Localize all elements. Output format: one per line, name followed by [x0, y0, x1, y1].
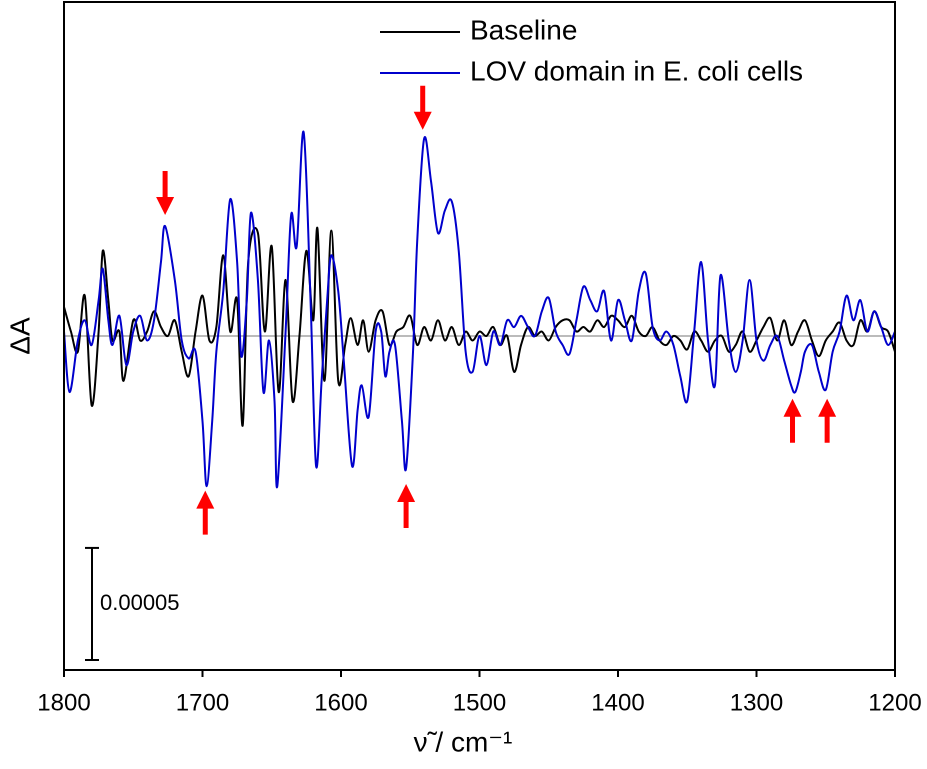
- plot-frame: [63, 1, 896, 671]
- scale-bar-label: 0.00005: [100, 590, 180, 615]
- arrow: [783, 398, 802, 443]
- arrow: [818, 398, 837, 443]
- legend-label: Baseline: [470, 14, 577, 45]
- x-tick-label: 1400: [591, 689, 644, 716]
- x-tick-label: 1700: [176, 689, 229, 716]
- arrow: [156, 170, 175, 215]
- arrow-shape: [156, 170, 175, 215]
- x-tick-label: 1300: [730, 689, 783, 716]
- arrow-shape: [783, 398, 802, 443]
- x-tick-label: 1600: [314, 689, 367, 716]
- x-axis-title: ν̃ / cm⁻¹: [414, 726, 513, 757]
- arrow-shape: [413, 85, 432, 130]
- arrow-shape: [196, 490, 215, 535]
- x-tick-label: 1800: [37, 689, 90, 716]
- spectrum-line: [63, 227, 896, 427]
- arrow: [196, 490, 215, 535]
- arrow: [397, 483, 416, 528]
- arrow-shape: [818, 398, 837, 443]
- x-tick-label: 1200: [868, 689, 921, 716]
- y-axis-title: ΔA: [4, 317, 35, 355]
- spectrum-line: [63, 130, 896, 489]
- arrow-shape: [397, 483, 416, 528]
- legend-label: LOV domain in E. coli cells: [470, 55, 803, 86]
- arrow: [413, 85, 432, 130]
- x-tick-label: 1500: [453, 689, 506, 716]
